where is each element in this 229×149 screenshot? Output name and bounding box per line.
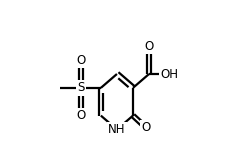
Text: O: O — [141, 121, 150, 134]
Text: O: O — [76, 109, 85, 122]
Text: O: O — [76, 54, 85, 67]
Text: O: O — [144, 40, 153, 53]
Text: NH: NH — [108, 123, 125, 136]
Text: S: S — [77, 81, 84, 94]
Text: OH: OH — [160, 67, 178, 80]
